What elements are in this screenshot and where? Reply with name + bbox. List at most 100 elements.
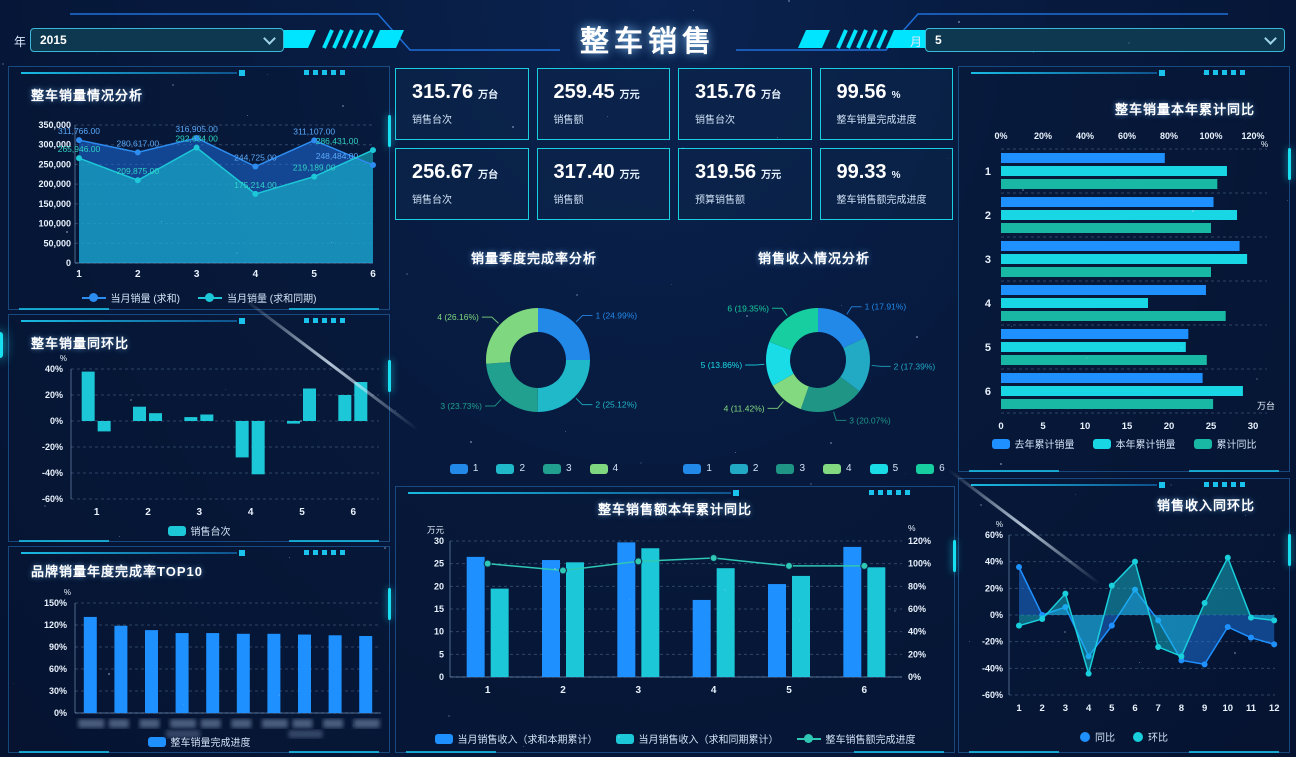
kpi-value: 317.40	[553, 161, 615, 183]
svg-text:0: 0	[439, 672, 444, 682]
svg-text:3: 3	[197, 507, 203, 518]
year-select[interactable]: 2015	[30, 28, 284, 52]
legend-item[interactable]: 4	[589, 463, 618, 474]
legend-item[interactable]: 销售台次	[167, 523, 231, 538]
svg-text:6: 6	[370, 269, 376, 280]
legend-item[interactable]: 环比	[1133, 729, 1168, 744]
svg-text:350,000: 350,000	[38, 120, 71, 130]
svg-text:10: 10	[434, 627, 444, 637]
svg-text:40%: 40%	[45, 364, 63, 374]
svg-text:5: 5	[1040, 421, 1046, 432]
brand-top10-legend[interactable]: 整车销量完成进度	[9, 734, 389, 749]
svg-text:150%: 150%	[44, 598, 67, 608]
legend-item[interactable]: 4	[823, 463, 852, 474]
kpi-card: 315.76 万台 销售台次	[395, 68, 529, 140]
svg-text:0%: 0%	[54, 708, 67, 718]
panel-decoration	[21, 552, 237, 554]
legend-item[interactable]: 当月销量 (求和)	[81, 290, 180, 305]
cumulative-sales-chart[interactable]: 0% 20% 40% 60% 80% 100% 120%% 1 2 3 4 5 6 0 5 10 15 20 25 3…	[963, 125, 1285, 442]
kpi-value: 99.33	[836, 161, 887, 183]
svg-text:2: 2	[1040, 703, 1045, 714]
legend-label: 累计同比	[1216, 440, 1257, 451]
svg-text:248,484.00: 248,484.00	[316, 151, 359, 161]
legend-swatch	[434, 733, 453, 744]
legend-item[interactable]: 6	[916, 463, 945, 474]
svg-text:15: 15	[434, 604, 444, 614]
panel-decoration-dots	[1204, 482, 1245, 487]
kpi-value: 256.67	[412, 161, 474, 183]
revenue-momyoy-chart[interactable]: % 60% 40% 20% 0% -20% -40% -60% 1 2 3 4 5 6 7 8 9 10 11 12	[963, 519, 1285, 724]
legend-item[interactable]: 同比	[1080, 729, 1115, 744]
legend-item[interactable]: 当月销量 (求和同期)	[198, 290, 316, 305]
legend-item[interactable]: 当月销售收入（求和同期累计）	[615, 731, 779, 746]
month-select-value: 5	[935, 33, 942, 47]
kpi-unit: %	[891, 90, 901, 101]
svg-text:-60%: -60%	[982, 690, 1003, 700]
sales-trend-legend[interactable]: 当月销量 (求和) 当月销量 (求和同期)	[9, 290, 389, 305]
legend-label: 当月销量 (求和同期)	[227, 294, 317, 305]
legend-label: 去年累计销量	[1014, 440, 1075, 451]
legend-item[interactable]: 3	[776, 463, 805, 474]
donut-revenue-chart[interactable]: 1 (17.91%) 2 (17.39%) 3 (20.07%) 4 (11.42%)…	[682, 274, 946, 447]
star-decoration	[395, 410, 396, 411]
month-label: 月	[910, 35, 923, 49]
legend-item[interactable]: 整车销量完成进度	[147, 734, 251, 749]
svg-text:%: %	[60, 354, 67, 363]
legend-item[interactable]: 2	[496, 463, 525, 474]
panel-revenue-momyoy: 销售收入同环比 % 60% 40% 20% 0% -20% -40% -60% 1 2 3 4 5 6 7 8…	[958, 478, 1291, 753]
sales-trend-chart[interactable]: 350,000 300,000 250,000 200,000 150,000 100,0…	[13, 111, 385, 294]
month-select[interactable]: 5	[925, 28, 1285, 52]
svg-text:2: 2	[560, 685, 566, 696]
svg-text:8: 8	[1179, 703, 1184, 714]
legend-swatch	[543, 463, 561, 474]
star-decoration	[2, 63, 4, 65]
svg-text:209,875.00: 209,875.00	[117, 166, 160, 176]
svg-text:1: 1	[1016, 703, 1022, 714]
svg-text:100,000: 100,000	[38, 219, 71, 229]
svg-text:265,946.00: 265,946.00	[58, 144, 101, 154]
svg-text:80%: 80%	[1160, 131, 1178, 141]
legend-item[interactable]: 5	[869, 463, 898, 474]
legend-swatch	[1193, 438, 1212, 449]
svg-text:20%: 20%	[908, 649, 926, 659]
cumulative-revenue-legend[interactable]: 当月销售收入（求和本期累计） 当月销售收入（求和同期累计） 整车销售额完成进度	[396, 731, 954, 746]
svg-text:80%: 80%	[908, 581, 926, 591]
donut-quarter-legend[interactable]: 1 2 3 4	[398, 463, 670, 474]
donut-revenue-legend[interactable]: 1 2 3 4 5 6	[678, 463, 950, 474]
svg-text:12: 12	[1269, 703, 1280, 714]
svg-text:%: %	[64, 589, 71, 597]
panel-decoration	[1189, 751, 1279, 753]
revenue-momyoy-legend[interactable]: 同比 环比	[959, 729, 1289, 744]
legend-item[interactable]: 整车销售额完成进度	[796, 731, 916, 746]
svg-text:4: 4	[711, 685, 717, 696]
legend-item[interactable]: 3	[543, 463, 572, 474]
donut-quarter-chart[interactable]: 1 (24.99%) 2 (25.12%) 3 (23.73%) 4 (26.16%)	[402, 274, 666, 447]
legend-item[interactable]: 本年累计销量	[1092, 436, 1176, 451]
svg-text:20: 20	[1164, 421, 1175, 432]
legend-item[interactable]: 1	[449, 463, 478, 474]
svg-text:4: 4	[1086, 703, 1092, 714]
kpi-card: 315.76 万台 销售台次	[678, 68, 812, 140]
legend-label: 环比	[1148, 733, 1168, 744]
mom-yoy-legend[interactable]: 销售台次	[9, 523, 389, 538]
svg-text:3 (23.73%): 3 (23.73%)	[440, 401, 482, 411]
legend-item[interactable]: 去年累计销量	[991, 436, 1075, 451]
kpi-unit: 万台	[478, 170, 499, 181]
brand-top10-chart[interactable]: % 150% 120% 90% 60% 30% 0%	[13, 588, 385, 750]
panel-decoration-dots	[1204, 70, 1245, 75]
mom-yoy-chart[interactable]: % 40% 20% 0% -20% -40% -60% 1 2 3 4 5 6	[13, 353, 385, 530]
legend-label: 3	[799, 463, 805, 474]
legend-item[interactable]: 累计同比	[1193, 436, 1257, 451]
legend-item[interactable]: 1	[683, 463, 712, 474]
legend-swatch	[1133, 731, 1143, 742]
cumulative-revenue-chart[interactable]: 万元% 0 0% 5 20% 10 40% 15 60% 20 80% 25 100% 30 120% 1 2 3…	[400, 521, 950, 724]
panel-decoration	[408, 492, 731, 494]
kpi-label: 销售额	[553, 115, 584, 126]
svg-text:%: %	[1261, 140, 1268, 149]
svg-text:4: 4	[985, 298, 992, 310]
kpi-label: 销售台次	[412, 115, 452, 126]
cumulative-sales-legend[interactable]: 去年累计销量 本年累计销量 累计同比	[959, 436, 1289, 451]
legend-item[interactable]: 当月销售收入（求和本期累计）	[434, 731, 598, 746]
legend-item[interactable]: 2	[729, 463, 758, 474]
svg-text:万元: 万元	[427, 525, 445, 535]
